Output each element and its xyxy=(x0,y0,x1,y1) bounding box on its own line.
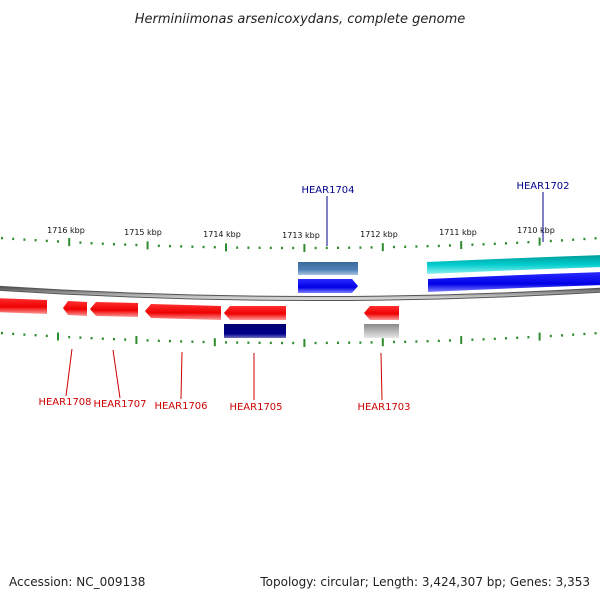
gene-label-hear1705[interactable]: HEAR1705 xyxy=(229,402,282,413)
tick-label-1710: 1710 kbp xyxy=(517,226,555,235)
upper-tick-row xyxy=(1,236,597,252)
gene-hear1707-arrow[interactable] xyxy=(90,302,138,317)
gene-hear1703-cog-bar[interactable] xyxy=(364,324,399,338)
gene-label-hear1708[interactable]: HEAR1708 xyxy=(38,397,91,408)
hear1706-label-line xyxy=(180,351,183,400)
genome-summary-text: Topology: circular; Length: 3,424,307 bp… xyxy=(259,575,590,589)
accession-text: Accession: NC_009138 xyxy=(9,575,145,589)
tick-label-1712: 1712 kbp xyxy=(360,230,398,239)
tick-label-1713: 1713 kbp xyxy=(282,231,320,240)
tick-label-1715: 1715 kbp xyxy=(124,228,162,237)
gene-hear1706-arrow[interactable] xyxy=(145,304,221,320)
lower-tick-row xyxy=(1,331,597,347)
gene-hear1708-arrow[interactable] xyxy=(63,301,87,316)
gene-hear1705-cog-bar[interactable] xyxy=(224,324,286,338)
gene-hear1702-arrow[interactable] xyxy=(428,272,600,292)
gene-hear1704-cog-bar[interactable] xyxy=(298,262,358,275)
gene-hear1703-arrow[interactable] xyxy=(364,306,399,320)
gene-label-hear1707[interactable]: HEAR1707 xyxy=(93,399,146,410)
tick-label-1711: 1711 kbp xyxy=(439,228,477,237)
hear1708-label-line xyxy=(65,348,73,397)
gene-hear1704-arrow[interactable] xyxy=(298,279,358,293)
hear1707-label-line xyxy=(112,349,121,399)
tick-label-1714: 1714 kbp xyxy=(203,230,241,239)
gene-hear1709-arrow[interactable] xyxy=(0,298,47,314)
chromosome-backbone-shading xyxy=(0,286,600,301)
gene-label-hear1703[interactable]: HEAR1703 xyxy=(357,402,410,413)
gene-label-hear1704[interactable]: HEAR1704 xyxy=(301,185,354,196)
gene-hear1705-arrow[interactable] xyxy=(224,306,286,320)
gene-hear1702-cog-bar[interactable] xyxy=(427,255,600,274)
hear1703-label-line xyxy=(380,352,383,401)
genome-title: Herminiimonas arsenicoxydans, complete g… xyxy=(135,12,465,27)
gene-label-hear1706[interactable]: HEAR1706 xyxy=(154,401,207,412)
tick-label-1716: 1716 kbp xyxy=(47,226,85,235)
gene-label-hear1702[interactable]: HEAR1702 xyxy=(516,181,569,192)
